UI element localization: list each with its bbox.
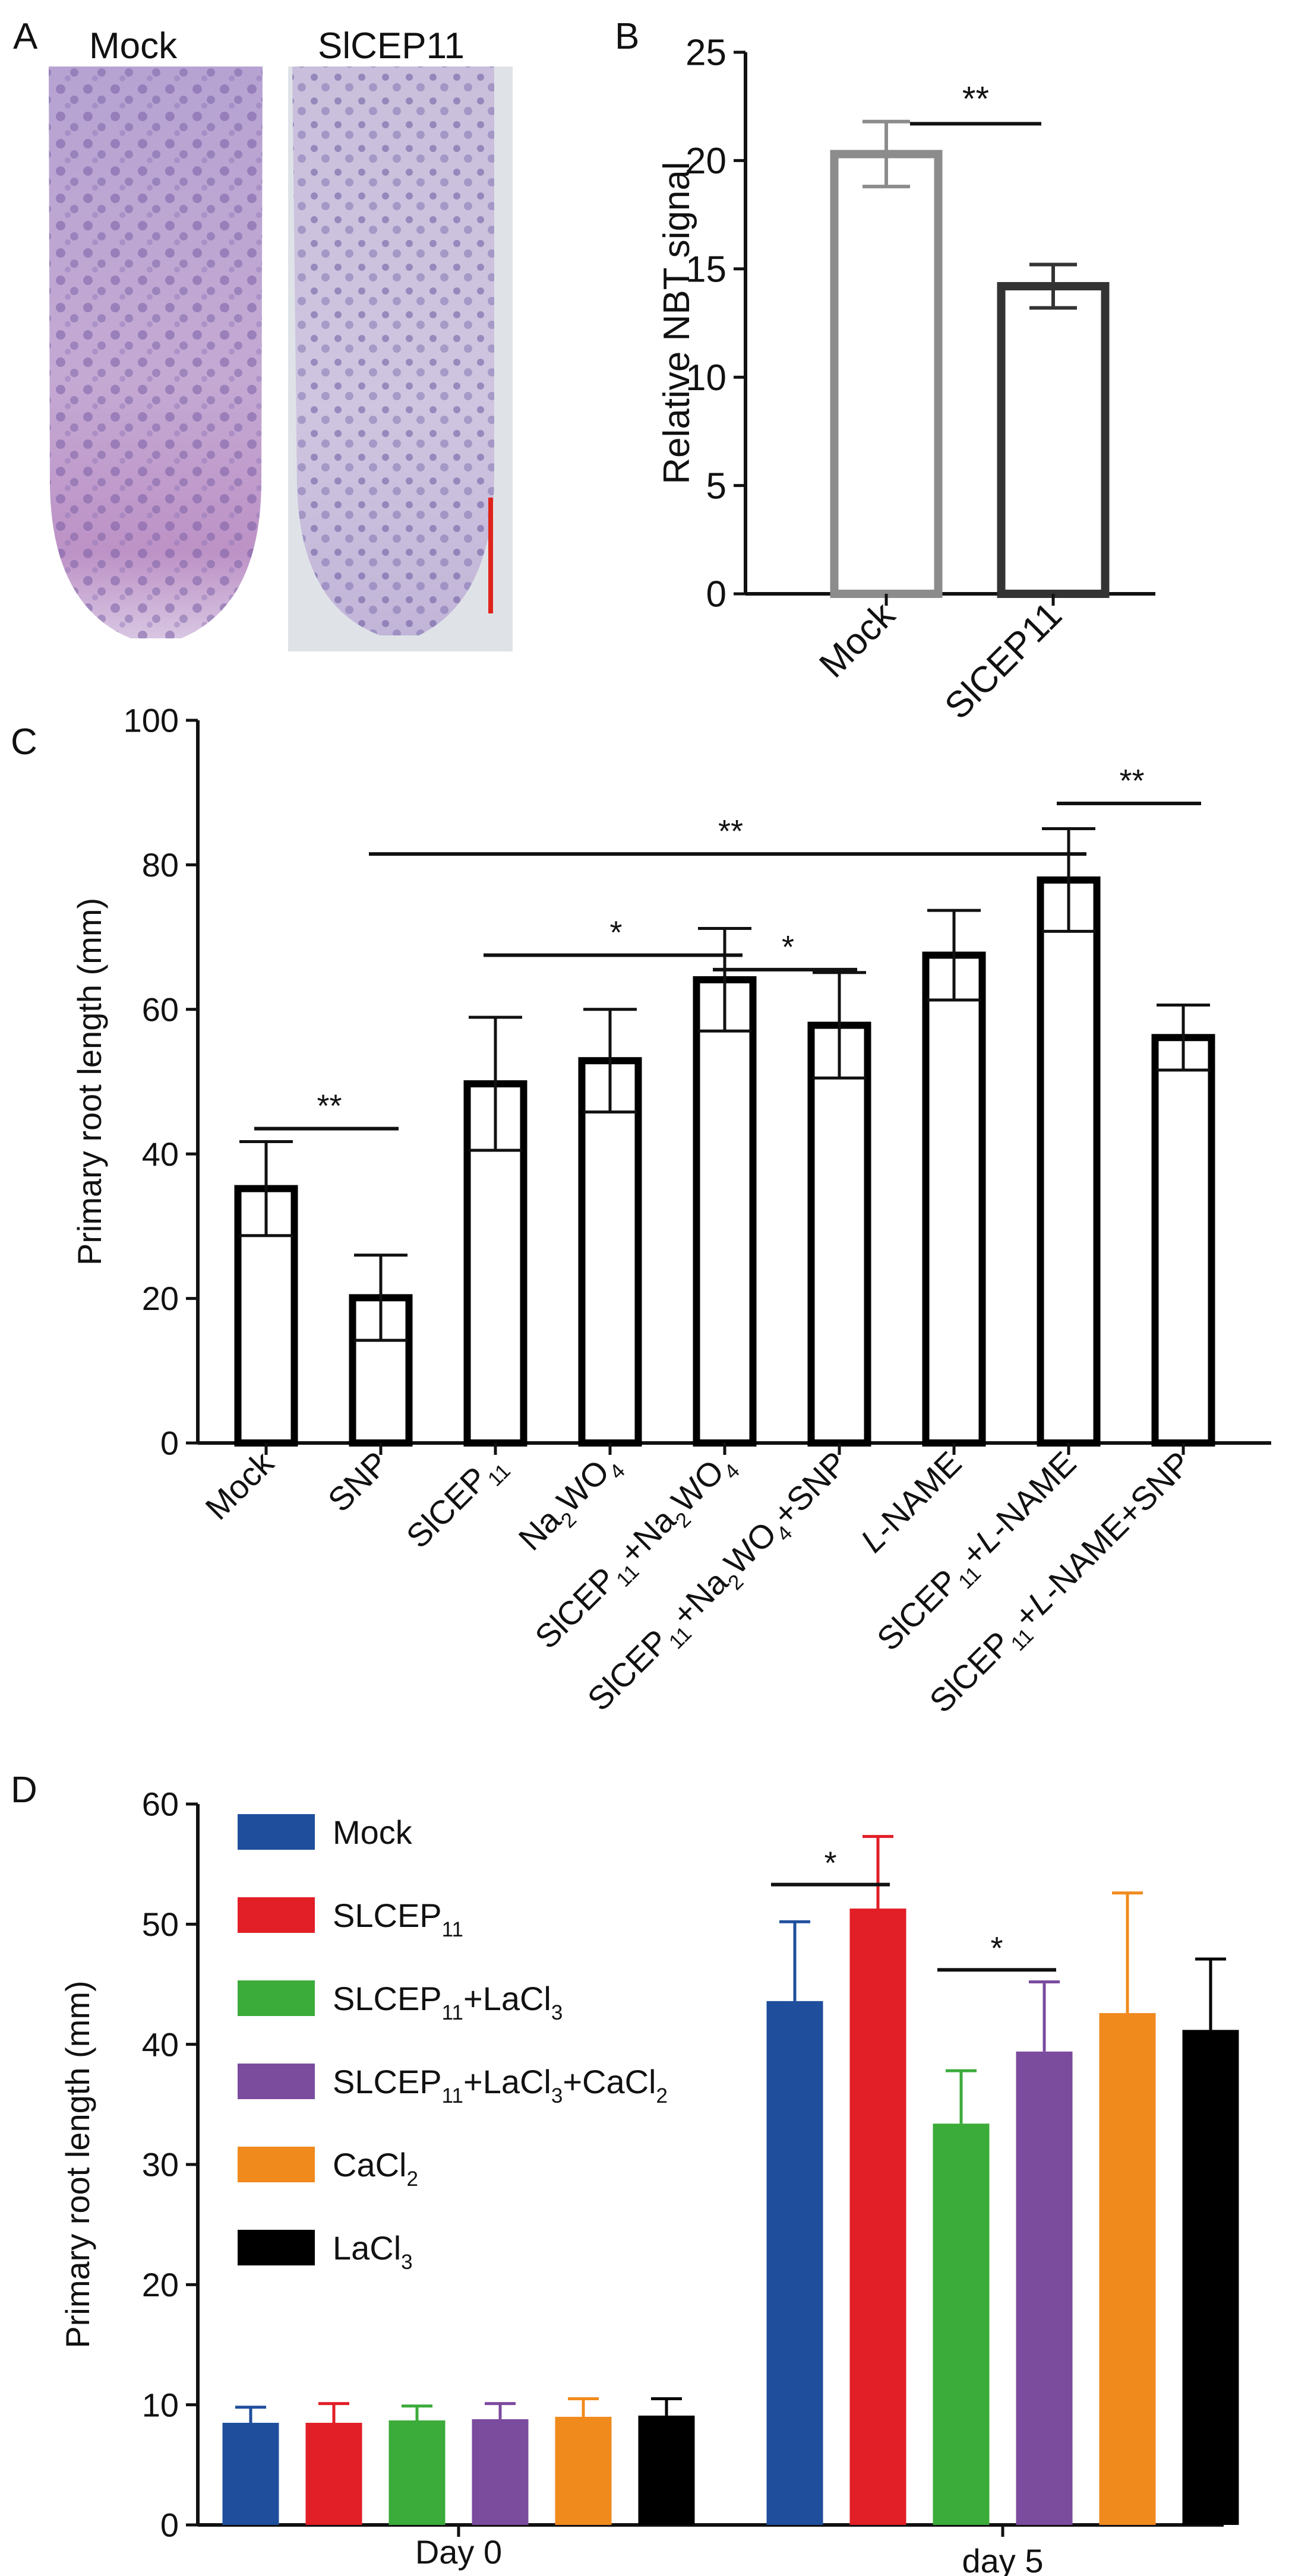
chartB-y-tick-label: 10 [685, 357, 726, 398]
chartC-significance-label: ** [718, 814, 743, 849]
panel-letter-B: B [615, 16, 639, 57]
chartC-y-tick-label: 40 [142, 1135, 179, 1173]
chartD-legend-swatch [238, 2147, 315, 2182]
chartD-y-tick-label: 30 [142, 2146, 179, 2183]
chartB-y-tick-label: 5 [706, 466, 726, 507]
chartB-y-tick-label: 15 [685, 249, 726, 290]
chartD-y-tick-label: 40 [142, 2026, 179, 2063]
chartD-legend-label: LaCl3 [333, 2229, 413, 2274]
chartC-bar [1151, 1034, 1215, 1447]
chartD-bar [472, 2419, 529, 2525]
chartB-x-tick-label: Mock [811, 594, 903, 685]
chartB-x-tick-label: SlCEP11 [937, 594, 1069, 727]
chartD-y-tick-label: 0 [160, 2507, 179, 2544]
chartD-y-tick-label: 50 [142, 1906, 179, 1943]
chartC-y-tick-label: 80 [142, 846, 179, 884]
chartD-y-tick-label: 10 [142, 2386, 179, 2423]
chartD-y-axis-title: Primary root length (mm) [59, 1980, 96, 2348]
chartC-y-tick-label: 0 [160, 1425, 179, 1462]
chartC-y-tick-label: 20 [142, 1280, 179, 1317]
chartC-bar [922, 951, 986, 1447]
panel-letter-D: D [11, 1770, 37, 1811]
chartB-bar [830, 150, 943, 598]
chartD-legend-label: SLCEP11+LaCl3 [333, 1980, 563, 2024]
chartC-significance-label: * [609, 915, 622, 951]
chartD-legend-label: SLCEP11+LaCl3+CaCl2 [333, 2063, 668, 2107]
chartC-bar [578, 1057, 642, 1447]
chartC-bar [693, 976, 757, 1447]
micrograph-mock [46, 67, 269, 651]
chartD-bar [555, 2416, 612, 2525]
chartC-y-axis-title: Primary root length (mm) [71, 898, 108, 1265]
chartC-x-tick-label: SlCEP11+L-NAME [870, 1444, 1088, 1663]
chartC-x-tick-label: SlCEP11+Na2WO4 [527, 1444, 744, 1661]
chartD-legend-swatch [238, 1897, 315, 1933]
chartB-y-tick-label: 0 [706, 574, 726, 615]
chartD-significance-label: * [990, 1931, 1003, 1966]
chartD-legend-swatch [238, 2230, 315, 2265]
panel-letter-A: A [13, 16, 38, 57]
panel-letter-C: C [11, 721, 37, 762]
chartC-significance-label: ** [317, 1088, 342, 1124]
chartD-legend-label: SLCEP11 [333, 1897, 463, 1941]
chartD-significance-label: * [824, 1846, 836, 1881]
chartD-bar [388, 2420, 446, 2525]
chartD-bar [305, 2423, 362, 2525]
micrograph-slcep11 [288, 67, 513, 651]
chartC-bar [1037, 876, 1101, 1447]
chart-b: 0 5 10 15 20 25 Mock SlCEP11 ** Relative NBT sign… [656, 33, 1155, 727]
scale-bar [488, 498, 493, 613]
chartD-bar [933, 2124, 990, 2525]
chartD-bar [849, 1909, 906, 2525]
chartD-x-tick-label: Day 0 [415, 2533, 502, 2571]
chartC-x-tick-label: Mock [198, 1444, 281, 1527]
chartD-bar [1182, 2030, 1239, 2525]
chartC-significance-label: ** [1119, 763, 1144, 799]
chartD-legend-swatch [238, 2064, 315, 2099]
chartB-y-tick-label: 20 [685, 141, 726, 182]
panelA-label-slcep11: SlCEP11 [318, 26, 465, 67]
chartB-bar [997, 281, 1110, 598]
chartD-legend-swatch [238, 1814, 315, 1850]
chartD-bar [1099, 2013, 1156, 2525]
chart-d: 0 10 20 30 40 50 60 Day 0 day 5 * * Mock SLCEP11 SLCE… [59, 1786, 1239, 2576]
chartB-significance-label: ** [962, 80, 989, 118]
panelA-label-mock: Mock [89, 26, 178, 67]
chartC-y-tick-label: 100 [124, 702, 179, 739]
chartD-bar [766, 2001, 823, 2525]
chartC-x-tick-label: SNP [321, 1444, 396, 1519]
chartD-x-tick-label: day 5 [962, 2542, 1044, 2576]
chartC-bar [807, 1021, 871, 1447]
chartD-bar [222, 2423, 279, 2525]
chartB-y-tick-label: 25 [685, 33, 726, 74]
chartC-significance-label: * [782, 929, 794, 965]
chartD-bar [1016, 2051, 1073, 2525]
chartC-y-tick-label: 60 [142, 990, 179, 1028]
chartD-y-tick-label: 60 [142, 1786, 179, 1823]
chartD-legend-label: CaCl2 [333, 2146, 418, 2191]
chartD-legend-swatch [238, 1980, 315, 2016]
chartC-x-tick-label: SlCEP11 [399, 1444, 515, 1560]
chartB-y-axis-title: Relative NBT signal [656, 162, 697, 484]
chartC-x-tick-label: L-NAME [853, 1444, 968, 1559]
chartD-bar [638, 2415, 695, 2525]
chartD-legend-label: Mock [333, 1814, 413, 1851]
chartD-y-tick-label: 20 [142, 2266, 179, 2303]
